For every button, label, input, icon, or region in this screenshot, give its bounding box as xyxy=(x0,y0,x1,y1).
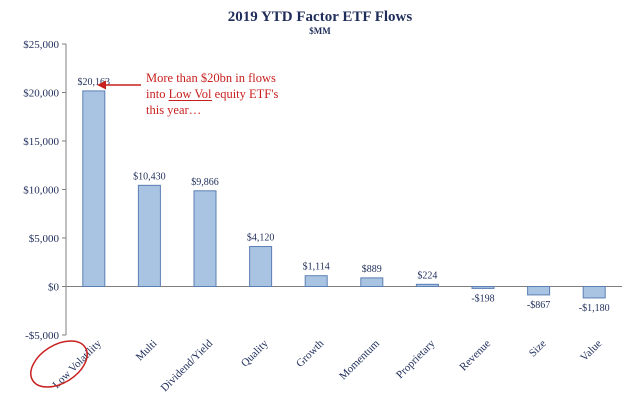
bar-proprietary xyxy=(415,283,439,288)
data-label: $20,163 xyxy=(78,77,111,88)
bar-revenue xyxy=(471,286,495,289)
bar-size xyxy=(527,286,551,296)
bars-group: $20,163 Low Volatility $10,430 Multi $9,866 D… xyxy=(51,77,610,394)
x-tick-label: Growth xyxy=(294,337,327,370)
data-label: $9,866 xyxy=(191,177,219,188)
data-label: $1,114 xyxy=(303,262,330,273)
bar-value xyxy=(582,286,606,299)
annotation-line-2: into Low Vol equity ETF's xyxy=(146,87,279,101)
data-label: $224 xyxy=(417,270,437,281)
y-tick-label: $0 xyxy=(48,282,60,294)
y-tick-label: $10,000 xyxy=(23,185,59,197)
data-label: $10,430 xyxy=(133,171,166,182)
y-tick-label: $15,000 xyxy=(23,136,59,148)
data-label: $889 xyxy=(362,264,382,275)
chart-title: 2019 YTD Factor ETF Flows xyxy=(228,9,413,25)
annotation-line-3: this year… xyxy=(146,103,201,117)
y-tick-label: -$5,000 xyxy=(25,330,59,342)
x-tick-label: Dividend/Yield xyxy=(159,337,216,394)
chart-axes: -$5,000 $0 $5,000 $10,000 $15,000 $20,000 $25,… xyxy=(23,39,622,342)
x-tick-label: Proprietary xyxy=(394,337,438,381)
bar-dividend-yield xyxy=(193,190,217,288)
bar-growth xyxy=(304,275,328,288)
data-label: -$867 xyxy=(527,300,550,311)
bar-quality xyxy=(249,246,273,287)
annotation-line-1: More than $20bn in flows xyxy=(146,71,276,85)
y-tick-label: $5,000 xyxy=(29,233,60,245)
x-tick-label: Multi xyxy=(134,338,160,364)
y-tick-label: $25,000 xyxy=(23,39,59,51)
x-tick-label: Size xyxy=(527,338,549,360)
data-label: -$198 xyxy=(471,293,494,304)
x-tick-label: Quality xyxy=(239,337,271,369)
x-tick-label: Momentum xyxy=(337,337,382,382)
x-tick-label: Value xyxy=(578,338,604,364)
annotation-arrowhead xyxy=(97,80,106,90)
annotation-group: More than $20bn in flows into Low Vol eq… xyxy=(30,71,279,388)
x-tick-label: Revenue xyxy=(457,338,493,374)
data-label: $4,120 xyxy=(247,233,275,244)
y-tick-label: $20,000 xyxy=(23,88,59,100)
bar-low-volatility xyxy=(82,90,106,287)
annotation-circle xyxy=(30,340,88,388)
chart-subtitle: $MM xyxy=(309,26,331,36)
bar-momentum xyxy=(360,277,384,288)
x-tick-label: Low Volatility xyxy=(51,337,105,391)
data-label: -$1,180 xyxy=(579,303,610,314)
bar-multi xyxy=(137,184,161,287)
